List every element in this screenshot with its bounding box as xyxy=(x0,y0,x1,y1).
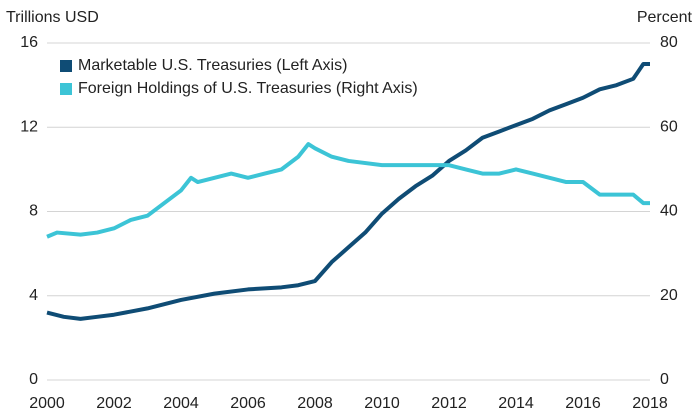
y2-tick-label: 40 xyxy=(660,203,678,220)
legend-swatch xyxy=(60,83,72,95)
x-tick-label: 2004 xyxy=(163,395,199,412)
series-line xyxy=(46,62,650,321)
y2-tick-label: 80 xyxy=(660,34,678,51)
y2-tick-label: 60 xyxy=(660,118,678,135)
x-tick-label: 2018 xyxy=(632,395,668,412)
legend-label: Marketable U.S. Treasuries (Left Axis) xyxy=(78,57,347,74)
x-tick-label: 2014 xyxy=(498,395,534,412)
y2-tick-label: 20 xyxy=(660,287,678,304)
series-line xyxy=(46,142,650,239)
x-tick-label: 2002 xyxy=(96,395,132,412)
x-tick-label: 2012 xyxy=(431,395,467,412)
y-tick-label: 8 xyxy=(29,203,38,220)
legend-label: Foreign Holdings of U.S. Treasuries (Rig… xyxy=(78,80,418,97)
x-tick-label: 2016 xyxy=(565,395,601,412)
y2-tick-label: 0 xyxy=(660,371,669,388)
x-tick-label: 2010 xyxy=(364,395,400,412)
legend-swatch xyxy=(60,60,72,72)
x-tick-label: 2008 xyxy=(297,395,333,412)
x-tick-label: 2006 xyxy=(230,395,266,412)
y-tick-label: 4 xyxy=(29,287,38,304)
y-tick-label: 12 xyxy=(20,118,38,135)
y-tick-label: 16 xyxy=(20,34,38,51)
y-tick-label: 0 xyxy=(29,371,38,388)
x-tick-label: 2000 xyxy=(29,395,65,412)
y2-axis-label: Percent xyxy=(637,9,693,26)
y-axis-label: Trillions USD xyxy=(6,9,99,26)
